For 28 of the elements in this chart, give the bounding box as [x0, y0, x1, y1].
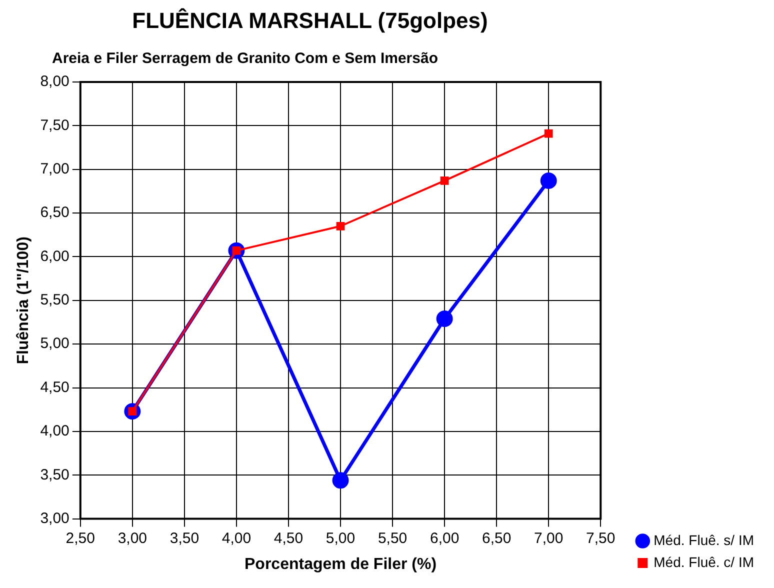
- x-tick-label: 5,00: [326, 530, 356, 547]
- y-tick-label: 6,00: [40, 248, 70, 265]
- x-tick-label: 2,50: [66, 530, 95, 547]
- y-tick-label: 7,50: [40, 116, 70, 134]
- x-tick-label: 6,00: [430, 530, 460, 547]
- y-tick-label: 4,00: [40, 422, 70, 440]
- y-tick-label: 3,50: [40, 466, 70, 484]
- y-tick-label: 3,00: [40, 510, 70, 527]
- y-tick-label: 8,00: [40, 73, 70, 90]
- legend-label: Méd. Fluê. c/ IM: [654, 554, 754, 570]
- chart-subtitle: Areia e Filer Serragem de Granito Com e Sem Imersão: [52, 50, 438, 67]
- x-axis-title: Porcentagem de Filer (%): [244, 556, 437, 573]
- y-tick-label: 5,00: [40, 335, 70, 352]
- y-tick-label: 4,50: [40, 378, 70, 396]
- x-tick-label: 7,50: [586, 530, 616, 547]
- y-axis-title: Fluência (1"/100): [15, 236, 32, 364]
- x-tick-label: 7,00: [534, 530, 564, 547]
- x-tick-label: 3,00: [118, 530, 148, 547]
- x-tick-label: 6,50: [482, 530, 512, 547]
- x-tick-label: 4,50: [274, 530, 304, 547]
- x-tick-label: 4,00: [222, 530, 252, 547]
- x-tick-label: 5,50: [378, 530, 408, 547]
- y-tick-label: 7,00: [40, 160, 70, 178]
- legend-label: Méd. Fluê. s/ IM: [654, 532, 754, 548]
- chart-title: FLUÊNCIA MARSHALL (75golpes): [131, 8, 489, 34]
- x-tick-label: 3,50: [170, 530, 200, 547]
- y-tick-label: 6,50: [40, 204, 70, 222]
- y-tick-label: 5,50: [40, 292, 70, 309]
